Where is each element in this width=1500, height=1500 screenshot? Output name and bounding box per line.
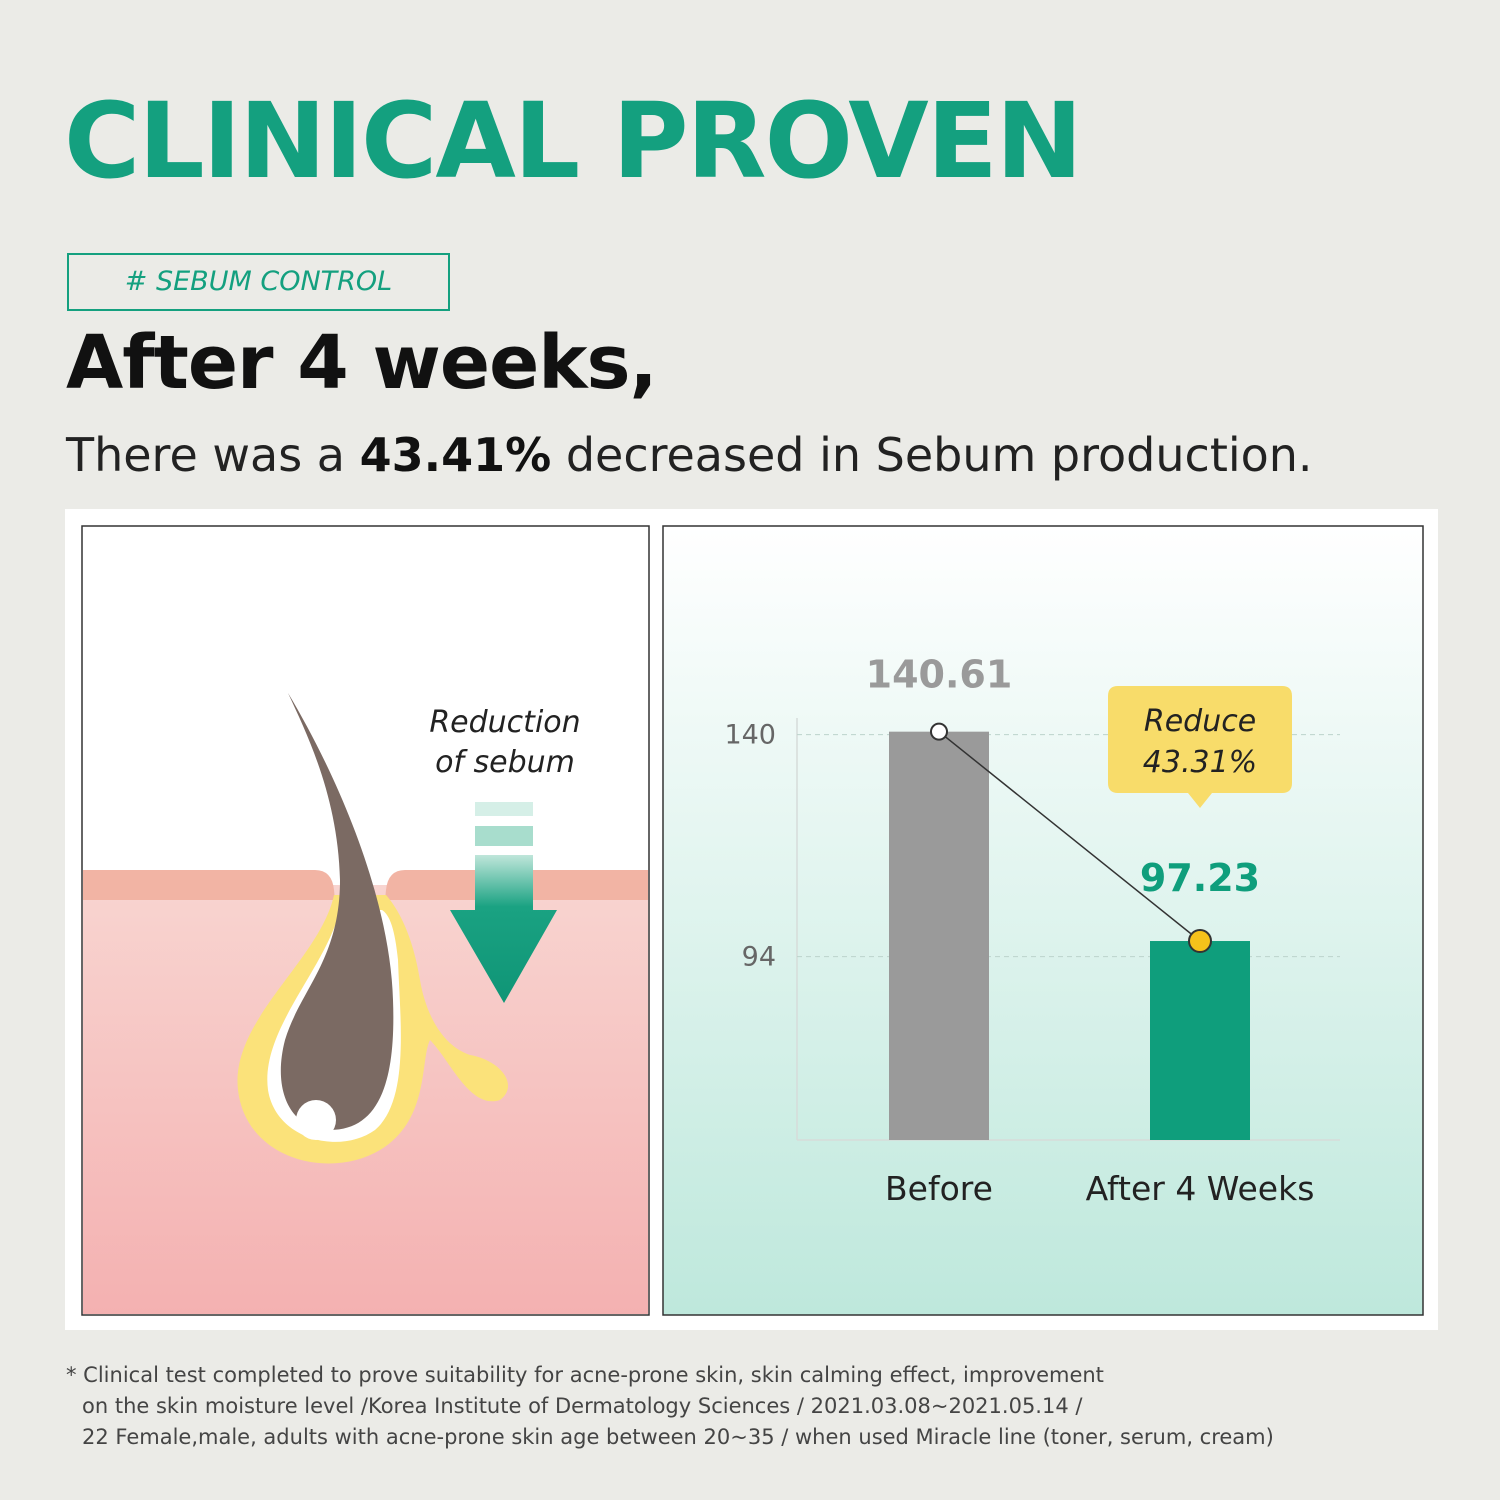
- point: [930, 722, 948, 741]
- footnote: * Clinical test completed to prove suita…: [66, 1360, 1274, 1453]
- subtitle-text: decreased in Sebum production.: [565, 428, 1313, 482]
- skin-top: [83, 870, 335, 900]
- gland: [237, 895, 509, 1164]
- callout: [1108, 686, 1292, 808]
- arrow-part: [475, 802, 533, 816]
- callout-text: 43.31%: [1143, 745, 1257, 780]
- point: [1188, 929, 1212, 954]
- illustration-label: of sebum: [435, 745, 575, 780]
- illustration-label: Reduction: [429, 705, 580, 740]
- bar: [1150, 941, 1250, 1140]
- x-tick-label: Before: [885, 1169, 993, 1208]
- panel-bg: [65, 509, 1438, 1330]
- hair-bulb: [296, 1100, 336, 1140]
- chart-frame: [662, 525, 1424, 1316]
- subtitle: There was a 43.41% decreased in Sebum pr…: [66, 428, 1313, 482]
- chart: 94 140 Before 140.61 After 4 Weeks 97.23 Reduc…: [724, 653, 1340, 1208]
- arrow: [450, 855, 557, 1003]
- subtitle-text: There was a: [66, 428, 345, 482]
- illustration-frame: [81, 525, 650, 1316]
- footnote-line: * Clinical test completed to prove suita…: [66, 1363, 1104, 1387]
- arrow-part: [475, 826, 533, 846]
- y-tick-label: 140: [724, 720, 776, 751]
- value-label: 97.23: [1140, 856, 1260, 900]
- footnote-line: 22 Female,male, adults with acne-prone s…: [82, 1425, 1274, 1449]
- skin-top: [385, 870, 648, 900]
- y-tick-label: 94: [742, 942, 776, 973]
- skin: [83, 885, 648, 1314]
- callout-text: Reduce: [1144, 704, 1256, 739]
- title: CLINICAL PROVEN: [64, 80, 1083, 202]
- subtitle-highlight: 43.41%: [359, 428, 552, 482]
- follicle: [267, 910, 401, 1142]
- hair: [280, 693, 394, 1130]
- value-label: 140.61: [866, 653, 1013, 697]
- bar: [889, 731, 989, 1140]
- x-tick-label: After 4 Weeks: [1086, 1169, 1315, 1208]
- footnote-line: on the skin moisture level /Korea Instit…: [82, 1394, 1083, 1418]
- trend-line: [938, 731, 1201, 942]
- tag: # SEBUM CONTROL: [67, 253, 450, 311]
- heading: After 4 weeks,: [66, 320, 658, 406]
